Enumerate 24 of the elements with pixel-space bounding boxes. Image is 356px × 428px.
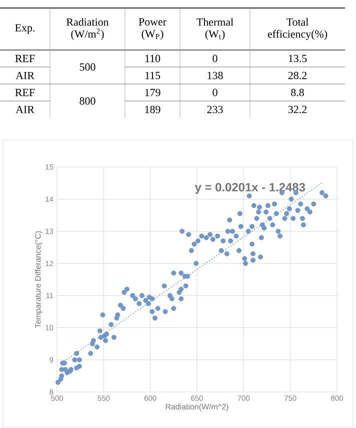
- text: 179: [145, 88, 160, 96]
- category-label: Power (W$_{P}$): [138, 18, 166, 40]
- text: 0: [212, 54, 218, 62]
- category-label: AIR: [16, 106, 34, 114]
- text: 115: [145, 72, 160, 80]
- category-label: AIR: [16, 72, 34, 80]
- text: 8.8: [291, 88, 304, 96]
- category-label: Total efficiency(%): [268, 18, 328, 40]
- annotation: y = 0.0201x - 1.2483: [194, 182, 306, 194]
- category-label: Thermal (W$_{t}$): [196, 18, 234, 40]
- text: 28.2: [288, 72, 306, 80]
- category-label: Radiation (W/m$^{2}$): [66, 18, 109, 40]
- text: 110: [145, 54, 160, 62]
- category-label: Exp.: [15, 24, 34, 34]
- text: 189: [145, 106, 160, 114]
- text: 800: [80, 97, 96, 105]
- category-label: REF: [15, 54, 35, 62]
- text: 500: [80, 63, 96, 71]
- text: 233: [207, 106, 223, 114]
- text: 32.2: [288, 106, 306, 114]
- text: 0: [212, 88, 218, 96]
- text: 138: [208, 72, 223, 80]
- category-label: REF: [15, 88, 35, 96]
- text: 13.5: [288, 54, 307, 62]
